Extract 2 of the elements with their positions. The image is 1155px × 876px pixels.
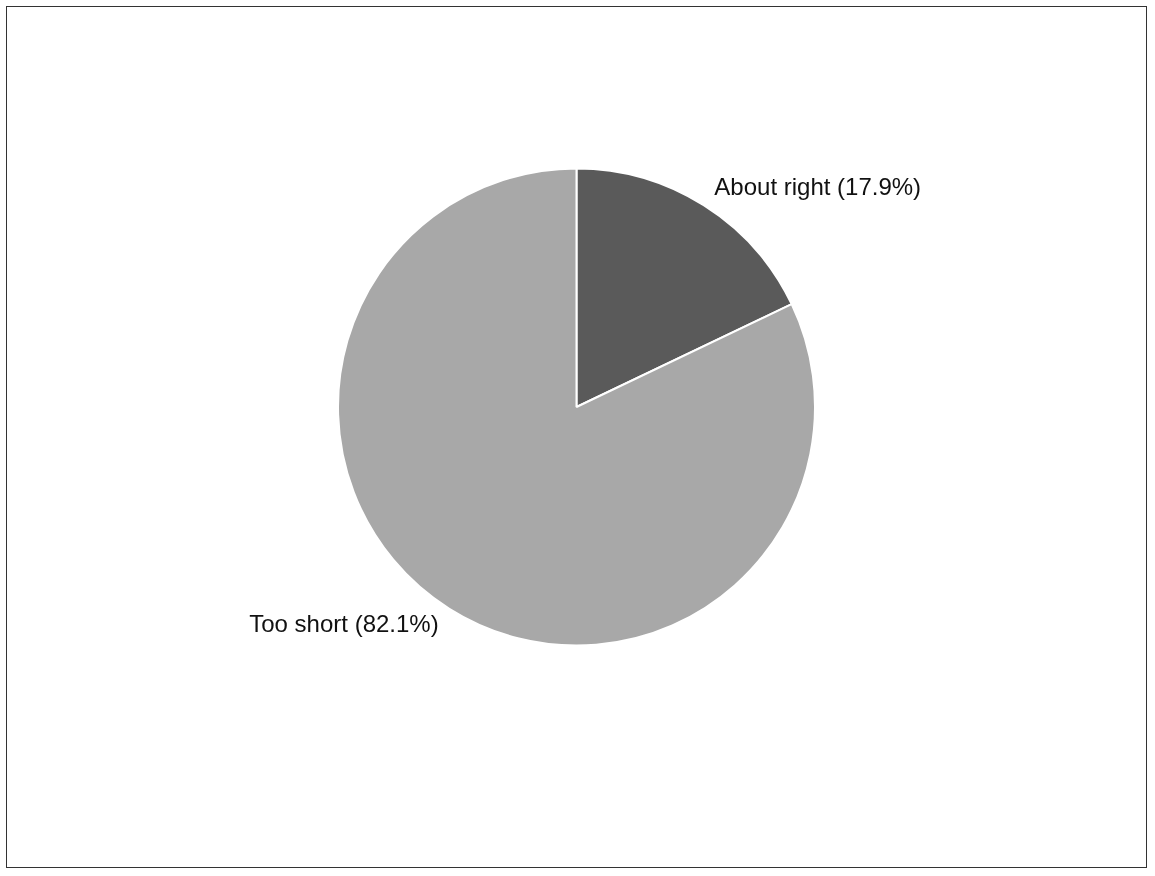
- slice-label: Too short (82.1%): [249, 610, 439, 638]
- slice-label: About right (17.9%): [714, 172, 922, 200]
